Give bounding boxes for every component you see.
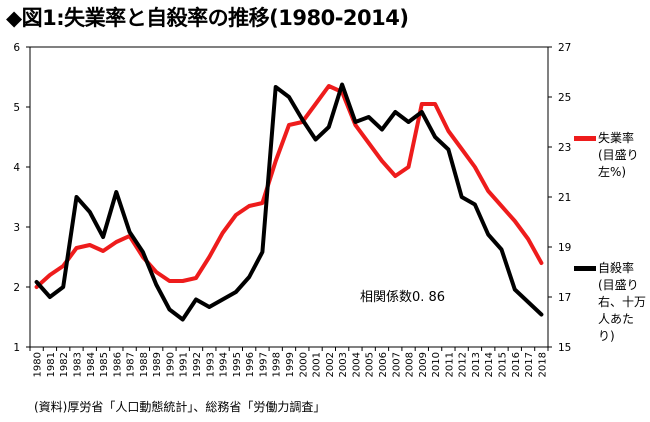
series-line-unemployment (34, 84, 544, 289)
x-tick-label: 1986 (112, 352, 123, 377)
source-note: (資料)厚労省「人口動態統計」、総務省「労働力調査」 (34, 400, 326, 414)
x-tick-label: 2010 (431, 352, 442, 377)
x-tick-label: 2003 (338, 352, 349, 377)
x-tick-label: 2007 (391, 352, 402, 377)
legend-swatch-suicide (574, 266, 596, 271)
x-tick-label: 2000 (298, 352, 309, 377)
x-tick-label: 1998 (272, 352, 283, 377)
legend-swatch-unemployment (574, 136, 596, 141)
x-tick-label: 1985 (99, 352, 110, 377)
correlation-annotation: 相関係数0. 86 (360, 290, 446, 305)
y-left-tick-label: 6 (13, 42, 20, 54)
x-tick-label: 2006 (378, 352, 389, 377)
y-right-tick-label: 23 (558, 142, 571, 154)
y-right-tick-label: 15 (558, 342, 571, 354)
x-tick-label: 1980 (33, 352, 44, 377)
y-right-tick-label: 17 (558, 292, 571, 304)
series-lines (34, 82, 544, 322)
x-tick-label: 1981 (46, 352, 57, 377)
x-tick-label: 1983 (72, 352, 83, 377)
y-left-tick-label: 3 (13, 222, 20, 234)
x-tick-label: 1982 (59, 352, 70, 377)
x-tick-label: 2013 (471, 352, 482, 377)
x-tick-label: 1997 (258, 352, 269, 377)
x-tick-label: 2012 (458, 352, 469, 377)
x-tick-label: 2018 (537, 352, 548, 377)
page-title: ◆図1:失業率と自殺率の推移(1980-2014) (6, 6, 409, 30)
x-tick-label: 2008 (405, 352, 416, 377)
plot-frame (29, 46, 549, 348)
y-left-tick-label: 2 (13, 282, 20, 294)
x-tick-label: 2015 (498, 352, 509, 377)
x-tick-label: 1996 (245, 352, 256, 377)
x-tick-label: 1999 (285, 352, 296, 377)
legend-label-suicide: 自殺率 (目盛り 右、十万 人あた り) (598, 261, 647, 343)
x-tick-label: 1994 (219, 352, 230, 377)
x-tick-label: 2002 (325, 352, 336, 377)
legend-label-unemployment: 失業率 (目盛り 左%) (598, 131, 639, 179)
y-right-tick-label: 25 (558, 92, 571, 104)
x-tick-label: 1987 (126, 352, 137, 377)
x-tick-label: 1995 (232, 352, 243, 377)
x-tick-label: 1990 (165, 352, 176, 377)
x-tick-label: 1989 (152, 352, 163, 377)
x-tick-label: 2011 (444, 352, 455, 377)
x-tick-label: 2009 (418, 352, 429, 377)
y-left-tick-label: 5 (13, 102, 20, 114)
x-tick-label: 2005 (365, 352, 376, 377)
y-right-tick-label: 21 (558, 192, 571, 204)
x-tick-label: 1988 (139, 352, 150, 377)
x-tick-label: 2004 (351, 352, 362, 377)
x-tick-label: 1984 (86, 352, 97, 377)
y-left-tick-label: 4 (13, 162, 20, 174)
x-tick-label: 2001 (312, 352, 323, 377)
x-tick-label: 1991 (179, 352, 190, 377)
x-tick-label: 1993 (205, 352, 216, 377)
y-left-tick-label: 1 (13, 342, 20, 354)
x-axis-ticks: 1980 1981 1982 1983 1984 1985 1986 1987 1988 1989… (29, 347, 549, 377)
x-tick-label: 2016 (511, 352, 522, 377)
x-tick-label: 2017 (524, 352, 535, 377)
y-right-tick-label: 19 (558, 242, 571, 254)
y-right-tick-label: 27 (558, 42, 571, 54)
x-tick-label: 2014 (484, 352, 495, 377)
series-line-suicide (34, 82, 544, 322)
x-tick-label: 1992 (192, 352, 203, 377)
